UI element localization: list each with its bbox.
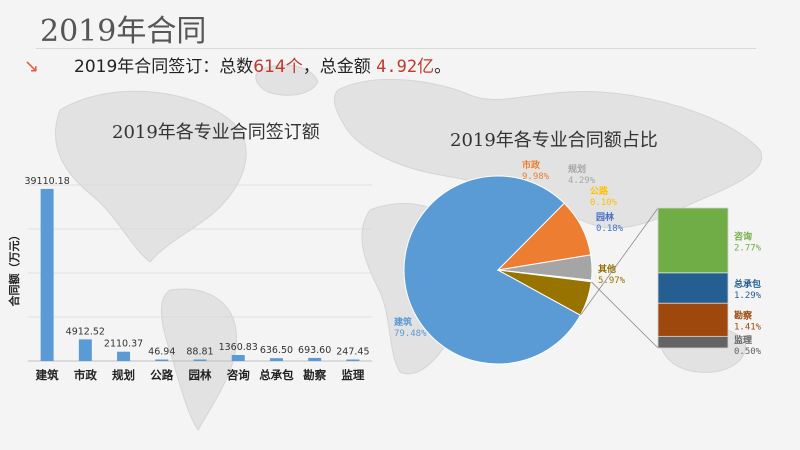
pie-chart-title: 2019年各专业合同额占比: [450, 130, 658, 151]
title-divider: [36, 48, 756, 49]
bar-value-label: 4912.52: [66, 326, 105, 337]
pie-percent-label: 0.18%: [596, 224, 624, 234]
pie-percent-label: 4.29%: [568, 176, 596, 186]
breakdown-category-label: 勘察: [734, 310, 753, 322]
breakdown-category-label: 总承包: [734, 278, 761, 290]
pie-category-label: 公路: [590, 185, 609, 197]
bar-chart-title: 2019年各专业合同签订额: [112, 122, 320, 143]
bar-value-label: 247.45: [336, 347, 369, 358]
bar-value-label: 88.81: [186, 347, 213, 358]
bar-category-label: 监理: [341, 368, 364, 382]
breakdown-segment-监理: [657, 335, 729, 349]
pie-percent-label: 0.10%: [590, 198, 618, 208]
bar-规划: [117, 351, 131, 361]
bar-value-label: 693.60: [298, 345, 331, 356]
bar-公路: [155, 359, 169, 361]
bar-园林: [193, 359, 207, 361]
bar-category-label: 咨询: [227, 368, 250, 382]
summary-count: 614个: [253, 57, 303, 77]
pie-category-label: 市政: [522, 159, 541, 171]
bar-勘察: [308, 357, 322, 361]
pie-category-label: 规划: [568, 163, 586, 175]
summary-amount: 4.92亿: [376, 57, 435, 77]
bar-chart: 39110.18 建筑 4912.52 市政 2110.37 规划 46.94 公路 88.81…: [7, 176, 372, 382]
breakdown-segment-勘察: [657, 302, 729, 337]
bar-建筑: [40, 188, 54, 361]
breakdown-percent-label: 0.50%: [734, 347, 762, 357]
breakdown-connector-line: [580, 207, 659, 316]
bar-value-label: 46.94: [148, 347, 175, 358]
breakdown-percent-label: 1.41%: [734, 323, 762, 333]
pie-percent-label: 9.98%: [522, 172, 550, 182]
bar-category-label: 市政: [74, 368, 97, 382]
arrow-icon: ↘: [24, 56, 40, 77]
bar-市政: [78, 339, 92, 361]
bar-监理: [346, 359, 360, 361]
breakdown-segment-总承包: [657, 272, 729, 304]
bar-value-label: 636.50: [260, 345, 293, 356]
pie-slice-其他: [497, 269, 592, 316]
breakdown-category-label: 咨询: [734, 230, 752, 242]
summary-line: ↘ 2019年合同签订：总数614个，总金额 4.92亿。: [24, 52, 451, 77]
breakdown-connector-line: [591, 281, 659, 349]
summary-middle: ，总金额: [302, 57, 377, 77]
breakdown-bar-outline: [657, 207, 729, 349]
breakdown-percent-label: 1.29%: [734, 291, 762, 301]
breakdown-percent-label: 2.77%: [734, 243, 762, 253]
bar-category-label: 总承包: [259, 368, 294, 382]
bar-category-label: 建筑: [36, 368, 59, 382]
summary-prefix: 2019年合同签订：总数: [74, 57, 254, 77]
bar-category-label: 勘察: [303, 368, 326, 382]
bar-category-label: 规划: [112, 368, 135, 382]
pie-slice-建筑: [403, 175, 582, 365]
bar-y-axis-label: 合同额（万元）: [7, 230, 21, 307]
bar-category-label: 公路: [150, 368, 173, 382]
bar-category-label: 园林: [189, 368, 212, 382]
breakdown-segment-咨询: [657, 207, 729, 274]
bar-value-label: 1360.83: [219, 342, 258, 353]
page-title: 2019年合同: [40, 14, 207, 49]
bar-总承包: [269, 358, 283, 361]
pie-category-label: 其他: [598, 263, 616, 275]
bar-value-label: 39110.18: [24, 176, 69, 187]
breakdown-category-label: 监理: [734, 334, 752, 346]
pie-category-label: 园林: [596, 211, 615, 223]
bar-咨询: [231, 355, 245, 361]
summary-suffix: 。: [434, 57, 452, 77]
pie-percent-label: 5.97%: [598, 276, 626, 286]
pie-percent-label: 79.48%: [394, 329, 427, 339]
pie-category-label: 建筑: [394, 316, 412, 328]
bar-value-label: 2110.37: [104, 339, 143, 350]
